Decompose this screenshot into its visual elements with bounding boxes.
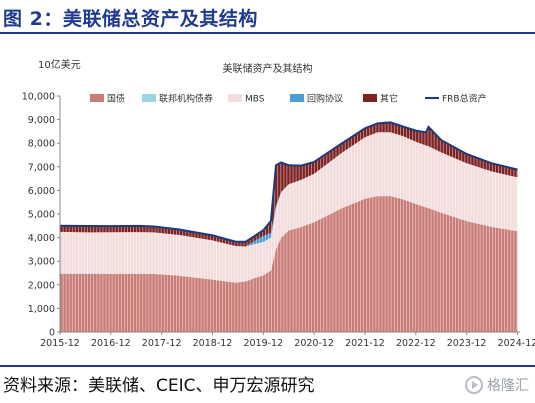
x-tick-label: 2024-12 — [498, 338, 535, 349]
figure-source: 资料来源：美联储、CEIC、申万宏源研究 — [3, 376, 315, 396]
y-tick-label: 9,000 — [28, 115, 55, 126]
series-line-total — [59, 121, 518, 243]
watermark-text: 格隆汇 — [487, 378, 529, 394]
legend-label-repo: 回购协议 — [307, 93, 343, 105]
x-tick-label: 2020-12 — [294, 338, 334, 349]
x-tick-label: 2016-12 — [91, 338, 131, 349]
legend-swatch-other — [363, 94, 377, 102]
x-tick-label: 2023-12 — [447, 338, 487, 349]
chart-canvas: 0 1,000 2,000 3,000 4,000 5,000 6,000 7,000 8,00… — [22, 92, 535, 350]
legend-label-agency: 联邦机构债券 — [159, 93, 213, 105]
header-rule — [0, 32, 535, 34]
figure-header: 图 2：美联储总资产及其结构 — [0, 0, 535, 34]
y-tick-label: 4,000 — [28, 233, 55, 244]
legend-swatch-treasuries — [90, 94, 104, 102]
y-axis-unit: 10亿美元 — [38, 60, 81, 71]
y-tick-label: 8,000 — [28, 139, 55, 150]
x-tick-label: 2015-12 — [40, 338, 80, 349]
y-tick-label: 10,000 — [22, 92, 55, 103]
legend-label-mbs: MBS — [245, 95, 265, 105]
x-tick-label: 2022-12 — [396, 338, 436, 349]
watermark: 格隆汇 — [465, 375, 529, 395]
y-tick-label: 0 — [49, 328, 55, 339]
legend-label-other: 其它 — [380, 93, 398, 105]
figure-title: 图 2：美联储总资产及其结构 — [3, 8, 258, 30]
legend-swatch-repo — [290, 94, 304, 102]
y-tick-label: 5,000 — [28, 210, 55, 221]
chart-title: 美联储资产及其结构 — [222, 64, 313, 75]
y-tick-label: 6,000 — [28, 186, 55, 197]
y-tick-label: 2,000 — [28, 280, 55, 291]
x-tick-label: 2018-12 — [193, 338, 233, 349]
footer-rule — [0, 365, 535, 367]
y-tick-label: 7,000 — [28, 162, 55, 173]
legend-label-total: FRB总资产 — [442, 93, 487, 105]
x-tick-label: 2017-12 — [142, 338, 182, 349]
legend: 国债 联邦机构债券 MBS 回购协议 其它 FRB总资产 — [90, 93, 487, 105]
x-tick-label: 2019-12 — [243, 338, 283, 349]
y-tick-label: 1,000 — [28, 304, 55, 315]
x-tick-label: 2021-12 — [345, 338, 385, 349]
legend-swatch-mbs — [228, 94, 242, 102]
legend-label-treasuries: 国债 — [107, 93, 125, 105]
play-logo-icon — [465, 376, 483, 394]
y-tick-label: 3,000 — [28, 257, 55, 268]
legend-swatch-agency — [142, 94, 156, 102]
bar-texture — [59, 122, 521, 332]
